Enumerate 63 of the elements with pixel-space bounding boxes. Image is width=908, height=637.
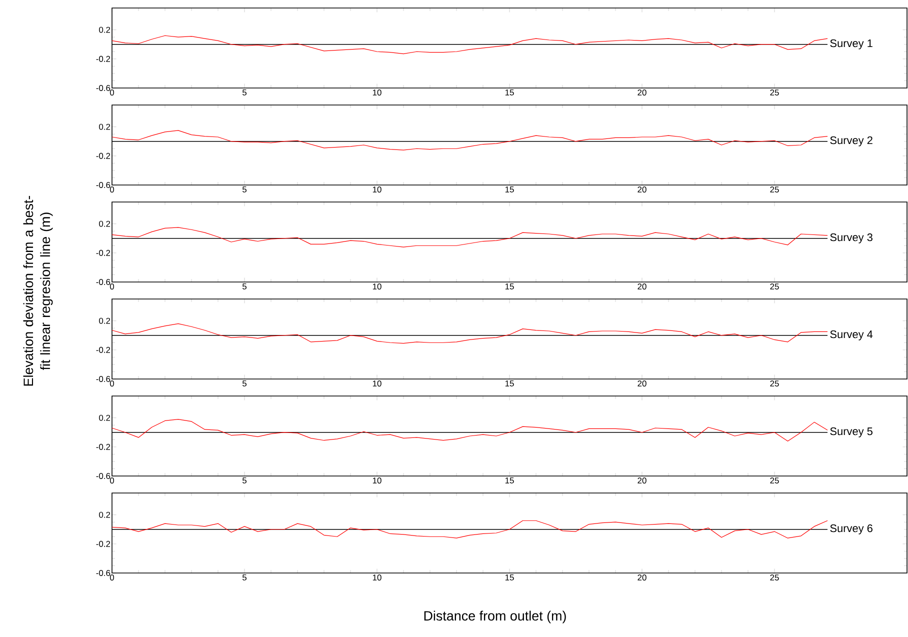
- y-tick-label: -0.2: [96, 152, 110, 159]
- x-tick-label: 10: [372, 380, 382, 387]
- x-tick-label: 0: [110, 574, 114, 581]
- x-tick-label: 25: [770, 90, 779, 96]
- y-tick-label: 0.2: [99, 318, 110, 324]
- x-tick-label: 20: [638, 284, 646, 290]
- y-tick-label: -0.2: [96, 540, 110, 547]
- x-tick-label: 10: [372, 186, 382, 193]
- y-tick-label: -0.2: [96, 346, 110, 353]
- x-tick-label: 15: [505, 380, 514, 386]
- x-tick-label: 20: [638, 478, 646, 484]
- y-tick-label: -0.6: [96, 182, 110, 188]
- x-tick-label: 5: [242, 186, 247, 192]
- y-tick-label: -0.6: [96, 85, 110, 91]
- ref-line-label: Survey 3: [830, 233, 872, 244]
- x-tick-label: 20: [638, 186, 646, 193]
- x-tick-label: 0: [110, 380, 114, 387]
- x-tick-label: 10: [372, 574, 382, 581]
- x-tick-label: 20: [638, 380, 646, 387]
- x-tick-label: 10: [372, 90, 382, 96]
- line-series: [112, 520, 828, 538]
- y-tick-label: -0.6: [96, 473, 110, 479]
- ref-line-label: Survey 2: [830, 136, 872, 146]
- ref-line-label: Survey 6: [830, 524, 872, 534]
- x-tick-label: 0: [110, 90, 114, 96]
- y-tick-label: -0.6: [96, 279, 110, 285]
- x-tick-label: 5: [242, 380, 247, 386]
- x-tick-label: 25: [770, 574, 779, 581]
- x-tick-label: 5: [242, 574, 247, 580]
- y-tick-label: 0.2: [99, 512, 110, 518]
- x-tick-label: 10: [372, 284, 382, 290]
- x-tick-label: 15: [505, 478, 514, 484]
- x-tick-label: 20: [638, 90, 646, 96]
- x-tick-label: 20: [638, 574, 646, 581]
- y-tick-label: -0.2: [96, 56, 110, 62]
- x-tick-label: 25: [770, 380, 779, 387]
- ref-line-label: Survey 4: [830, 330, 873, 340]
- y-tick-label: -0.2: [96, 250, 110, 256]
- x-tick-label: 15: [505, 574, 514, 580]
- ref-line-label: Survey 5: [830, 427, 872, 438]
- y-axis-title: Elevation deviation from a best-fit linear regresion line (m): [23, 196, 53, 386]
- x-tick-label: 15: [505, 186, 514, 192]
- y-tick-label: -0.6: [96, 570, 110, 576]
- ref-line-label: Survey 1: [830, 39, 872, 50]
- x-tick-label: 5: [242, 478, 247, 484]
- x-tick-label: 5: [242, 90, 247, 96]
- x-tick-label: 5: [242, 284, 247, 290]
- x-tick-label: 0: [110, 284, 114, 290]
- x-axis-title: Distance from outlet (m): [424, 610, 566, 624]
- x-tick-label: 0: [110, 186, 114, 193]
- y-tick-label: 0.2: [99, 414, 110, 421]
- x-tick-label: 15: [505, 284, 514, 290]
- x-tick-label: 25: [770, 186, 779, 193]
- x-tick-label: 25: [770, 478, 779, 484]
- y-tick-label: -0.2: [96, 444, 110, 450]
- x-tick-label: 0: [110, 478, 114, 484]
- x-tick-label: 25: [770, 284, 779, 290]
- y-tick-label: 0.2: [99, 220, 110, 227]
- y-tick-label: 0.2: [99, 124, 110, 130]
- x-tick-label: 15: [505, 90, 514, 96]
- x-tick-label: 10: [372, 478, 382, 484]
- y-tick-label: 0.2: [99, 26, 110, 33]
- y-tick-label: -0.6: [96, 376, 110, 382]
